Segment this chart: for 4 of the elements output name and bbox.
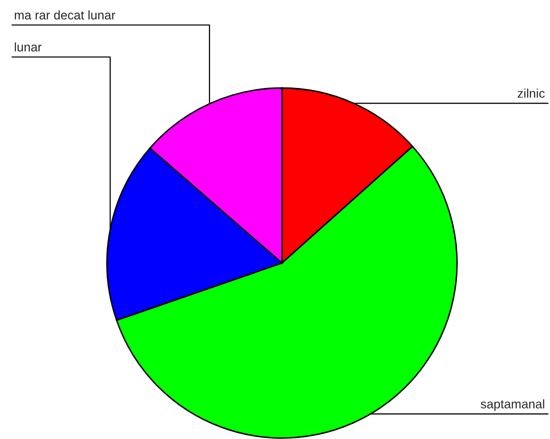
- slice-label: lunar: [14, 42, 42, 52]
- slice-label: zilnic: [518, 88, 545, 98]
- slice-label: ma rar decat lunar: [14, 10, 116, 20]
- slice-label: saptamanal: [480, 399, 544, 411]
